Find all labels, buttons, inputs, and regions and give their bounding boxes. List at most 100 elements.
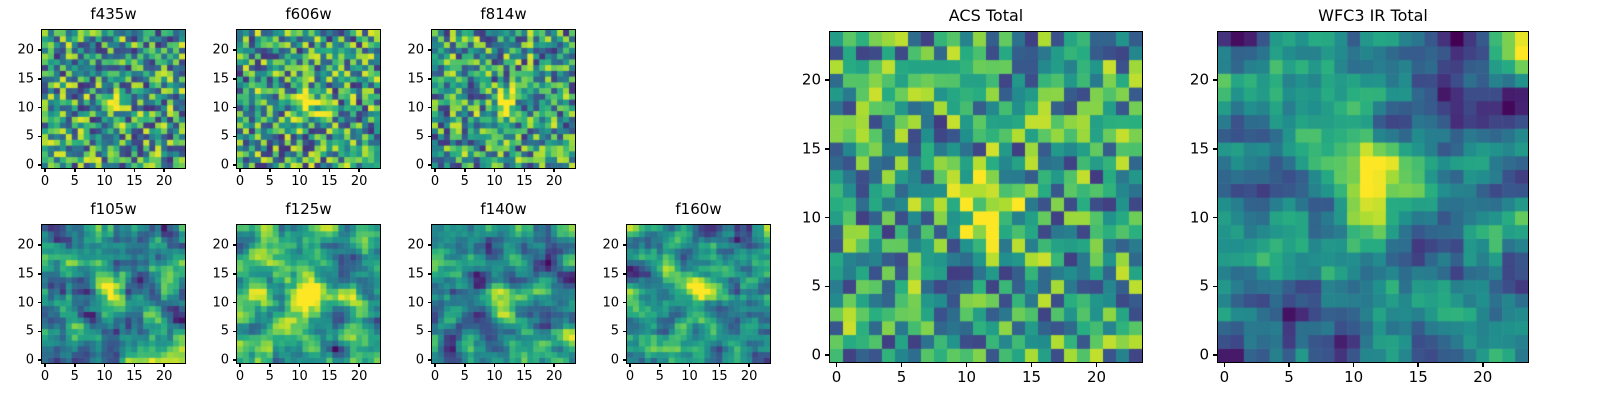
y-tick-mark (623, 273, 627, 275)
heatmap-image (1217, 31, 1529, 363)
y-tick-mark (623, 330, 627, 333)
y-tick-label: 10 (407, 100, 424, 116)
x-tick-mark (493, 363, 496, 367)
y-tick-mark (38, 78, 42, 80)
y-tick-label: 20 (212, 237, 229, 253)
y-tick-label: 10 (602, 295, 619, 311)
x-tick-mark (103, 363, 106, 367)
x-tick-mark (1030, 362, 1033, 367)
y-tick-mark (825, 216, 830, 219)
panel-f435w: f435w 0 5 10 15 20 0 5 10 15 20 (17, 6, 186, 188)
x-tick-mark (658, 363, 661, 367)
x-tick-label: 5 (70, 369, 79, 384)
panel-title: f160w (675, 200, 722, 218)
y-tick-mark (428, 78, 432, 80)
x-tick-label: 0 (625, 369, 635, 384)
y-tick-mark (38, 273, 42, 275)
x-tick-label: 10 (956, 368, 977, 386)
y-tick-mark (38, 164, 42, 166)
x-tick-mark (328, 168, 331, 172)
x-tick-mark (239, 363, 241, 367)
y-tick-label: 0 (811, 345, 821, 364)
y-tick-label: 0 (415, 157, 424, 173)
x-tick-label: 0 (430, 174, 440, 189)
panel-wfc3-ir-total: WFC3 IR Total 0 5 10 15 20 0 5 10 15 20 (1190, 7, 1529, 385)
x-tick-label: 0 (40, 174, 50, 189)
x-tick-mark (835, 362, 838, 367)
x-tick-mark (434, 168, 436, 172)
y-tick-label: 15 (407, 71, 424, 87)
x-tick-label: 0 (235, 369, 245, 384)
x-tick-mark (298, 363, 301, 367)
y-tick-mark (1213, 79, 1218, 81)
y-tick-mark (825, 79, 830, 81)
x-tick-label: 20 (155, 174, 173, 189)
x-tick-label: 15 (321, 174, 338, 189)
y-tick-mark (825, 285, 830, 288)
heatmap-image (41, 224, 186, 364)
y-tick-label: 10 (17, 100, 34, 116)
x-tick-label: 15 (126, 174, 143, 189)
x-tick-label: 20 (1473, 368, 1493, 386)
y-tick-label: 5 (25, 128, 34, 144)
x-tick-mark (523, 363, 526, 367)
x-tick-label: 5 (265, 174, 274, 189)
heatmap-image (236, 224, 381, 364)
x-tick-label: 10 (1344, 368, 1364, 386)
panel-f105w: f105w 0 5 10 15 20 0 5 10 15 20 (17, 201, 186, 383)
y-tick-mark (233, 164, 237, 166)
y-tick-mark (1213, 216, 1218, 219)
y-tick-mark (428, 244, 432, 246)
x-tick-label: 0 (40, 369, 50, 384)
y-tick-label: 0 (1199, 345, 1209, 364)
x-tick-mark (629, 363, 631, 367)
heatmap-image (41, 29, 186, 169)
panel-f140w: f140w 0 5 10 15 20 0 5 10 15 20 (407, 201, 576, 383)
x-tick-label: 10 (291, 369, 308, 384)
x-tick-mark (328, 363, 331, 367)
y-tick-label: 10 (212, 295, 229, 311)
x-tick-mark (358, 363, 360, 367)
y-tick-label: 5 (811, 276, 821, 295)
x-tick-label: 10 (486, 174, 503, 189)
y-tick-mark (233, 135, 237, 138)
x-tick-mark (688, 363, 691, 367)
panel-f814w: f814w 0 5 10 15 20 0 5 10 15 20 (407, 6, 576, 188)
x-tick-label: 15 (1408, 368, 1428, 386)
x-tick-mark (163, 363, 165, 367)
y-tick-label: 15 (17, 71, 34, 87)
y-tick-label: 5 (1199, 276, 1209, 295)
x-tick-label: 20 (740, 369, 758, 384)
y-tick-label: 20 (602, 237, 619, 253)
x-tick-mark (358, 168, 360, 172)
x-tick-label: 15 (711, 369, 728, 384)
y-tick-label: 20 (407, 42, 424, 58)
y-tick-mark (428, 164, 432, 166)
y-tick-mark (38, 330, 42, 333)
x-tick-label: 20 (545, 369, 563, 384)
y-tick-mark (428, 135, 432, 138)
y-tick-label: 5 (415, 323, 424, 339)
panel-f125w: f125w 0 5 10 15 20 0 5 10 15 20 (212, 201, 381, 383)
y-tick-label: 20 (17, 237, 34, 253)
y-tick-mark (428, 49, 432, 51)
heatmap-image (829, 31, 1143, 363)
y-tick-mark (38, 244, 42, 246)
x-tick-mark (900, 362, 903, 367)
x-tick-label: 10 (96, 174, 113, 189)
x-tick-label: 15 (1021, 368, 1042, 386)
x-tick-mark (239, 168, 241, 172)
y-tick-label: 5 (415, 128, 424, 144)
y-tick-label: 15 (801, 139, 821, 158)
y-tick-mark (233, 359, 237, 361)
x-tick-mark (493, 168, 496, 172)
y-tick-mark (428, 301, 432, 304)
y-tick-label: 5 (220, 128, 229, 144)
x-tick-label: 5 (265, 369, 274, 384)
heatmap-image (626, 224, 771, 364)
y-tick-mark (233, 244, 237, 246)
x-tick-label: 0 (1219, 368, 1230, 386)
y-tick-label: 15 (212, 71, 229, 87)
y-tick-mark (428, 359, 432, 361)
y-tick-label: 0 (220, 157, 229, 173)
